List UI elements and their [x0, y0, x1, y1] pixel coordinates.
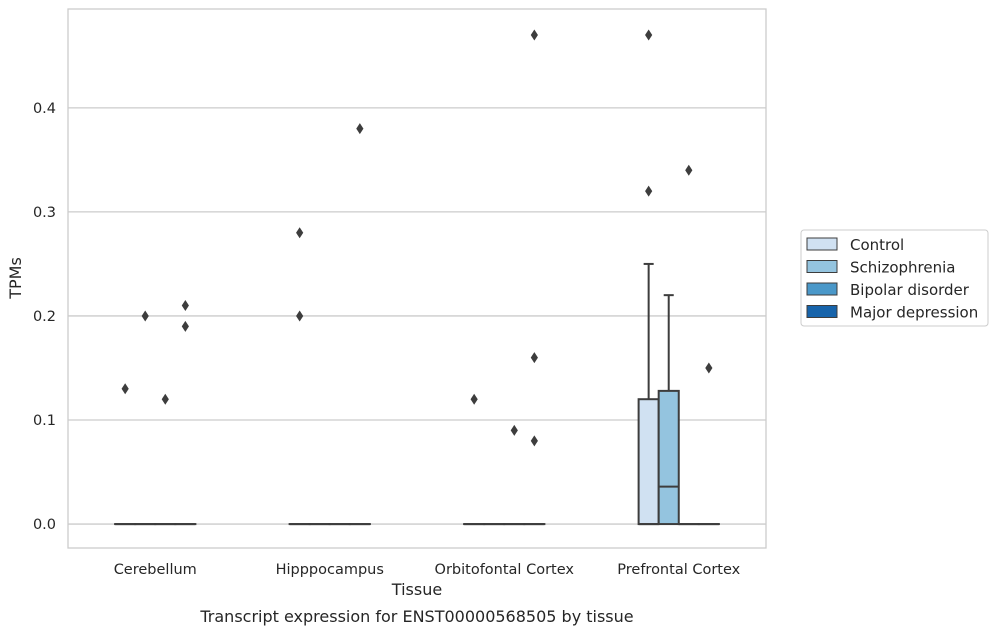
outlier-point [181, 300, 189, 312]
box-layer [114, 262, 720, 526]
x-tick-label: Cerebellum [114, 562, 197, 578]
outlier-point [296, 227, 304, 239]
outlier-point [141, 310, 149, 322]
legend: Control Schizophrenia Bipolar disorder Majo… [800, 229, 989, 327]
x-tick-labels: Cerebellum Hipppocampus Orbitofontal Corte… [114, 562, 741, 578]
outlier-point [121, 383, 129, 395]
outlier-point [645, 29, 653, 41]
outlier-point [296, 310, 304, 322]
legend-swatch [806, 305, 838, 318]
y-axis-label: TPMs [6, 257, 25, 300]
y-tick-labels: 0.0 0.1 0.2 0.3 0.4 [33, 101, 56, 533]
box-body [657, 389, 680, 526]
x-tick-label: Prefrontal Cortex [617, 562, 740, 578]
outlier-point [530, 29, 538, 41]
outlier-point [685, 164, 693, 176]
box-body [637, 398, 660, 526]
legend-label: Major depression [850, 304, 978, 322]
legend-swatch [806, 237, 838, 251]
box-control [637, 262, 660, 526]
legend-label: Schizophrenia [850, 259, 955, 277]
chart-caption: Transcript expression for ENST0000056850… [199, 607, 633, 626]
y-tick-label: 0.0 [33, 517, 56, 533]
plot-frame [67, 8, 767, 549]
outlier-layer [121, 29, 713, 447]
outlier-point [356, 123, 364, 135]
box-schizophrenia [657, 294, 680, 526]
legend-label: Bipolar disorder [850, 281, 970, 299]
outlier-point [161, 393, 169, 405]
y-tick-label: 0.3 [33, 205, 56, 221]
legend-swatch [806, 282, 838, 296]
x-tick-label: Hipppocampus [276, 562, 384, 578]
x-axis-label: Tissue [391, 580, 442, 599]
outlier-point [530, 435, 538, 447]
legend-frame [800, 229, 989, 327]
y-tick-label: 0.1 [33, 413, 56, 429]
legend-swatch [806, 260, 838, 273]
outlier-point [470, 393, 478, 405]
x-tick-label: Orbitofontal Cortex [435, 562, 575, 578]
outlier-point [645, 185, 653, 197]
legend-label: Control [850, 236, 904, 254]
outlier-point [510, 424, 518, 436]
outlier-point [530, 352, 538, 364]
outlier-point [181, 320, 189, 332]
outlier-point [705, 362, 713, 374]
y-tick-label: 0.4 [33, 101, 56, 117]
y-tick-label: 0.2 [33, 309, 56, 325]
